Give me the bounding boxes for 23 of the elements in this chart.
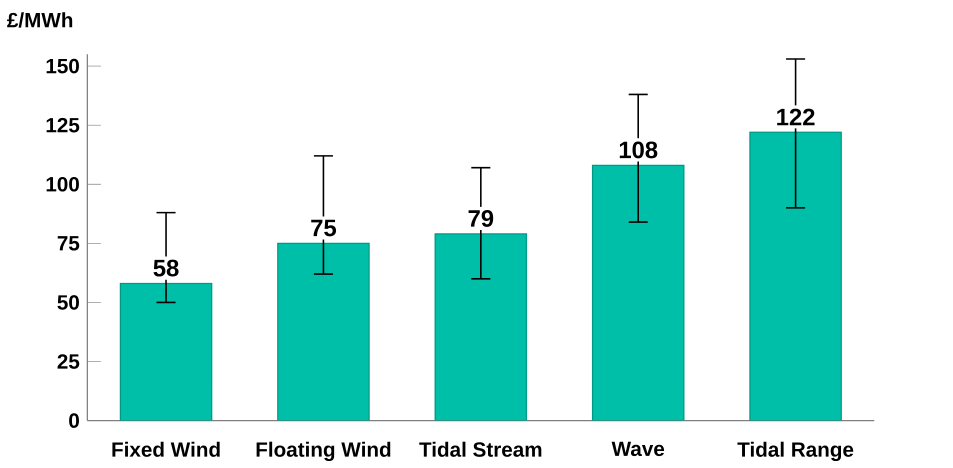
y-tick-label: 125	[46, 118, 80, 133]
bar	[434, 233, 528, 421]
y-tick-label: 100	[46, 176, 79, 192]
y-tick-label: 50	[57, 295, 79, 310]
y-tick-label: 150	[46, 58, 79, 74]
data-label: 75	[311, 220, 336, 236]
bar	[120, 282, 212, 421]
bar	[277, 242, 370, 421]
y-tick-label: 0	[69, 413, 79, 428]
data-label: 58	[154, 260, 179, 277]
bar	[749, 132, 842, 421]
x-tick-label: Tidal Range	[737, 442, 854, 462]
x-tick-label: Wave	[612, 442, 664, 456]
x-tick-label: Floating Wind	[256, 442, 390, 462]
x-tick-label: Tidal Stream	[419, 442, 542, 457]
y-axis-title: £/MWh	[7, 12, 72, 28]
bar	[592, 164, 684, 421]
x-tick-label: Fixed Wind	[112, 442, 220, 457]
data-label: 108	[620, 141, 658, 158]
data-label: 79	[468, 210, 494, 227]
y-tick-label: 75	[58, 236, 80, 251]
y-tick-label: 25	[58, 354, 80, 369]
data-label: 122	[777, 108, 815, 126]
